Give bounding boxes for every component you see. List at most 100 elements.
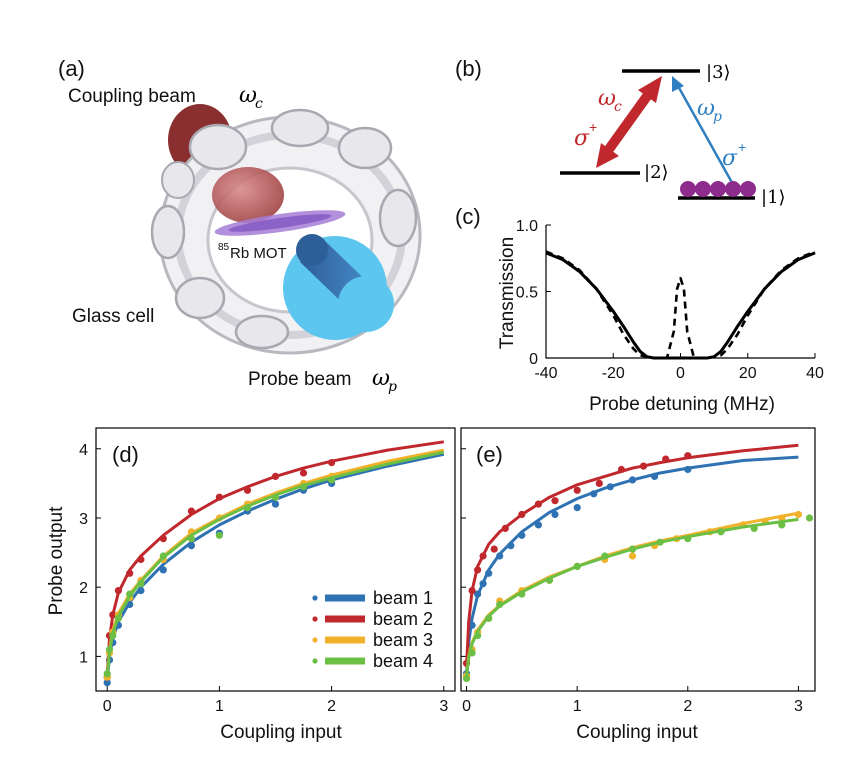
probe-omega: ω (372, 366, 390, 391)
plot-e: 0 1 2 3 (461, 443, 814, 715)
beam-2-point (159, 535, 167, 543)
beam-4-point (243, 504, 252, 512)
beam-4-point (778, 521, 786, 529)
legend-dot (312, 637, 318, 643)
beam-1-point (590, 490, 598, 498)
beam-1-point (518, 531, 526, 539)
beam-4-point (109, 632, 117, 640)
panel-c-xlabel: Probe detuning (MHz) (589, 394, 775, 415)
beam-1-point (534, 521, 543, 529)
beam-2-point (474, 566, 482, 574)
beam-1-point (485, 569, 493, 577)
beam-2-point (109, 611, 117, 619)
panel-c: (c) Transmission Probe detuning (MHz) -4… (455, 204, 824, 415)
beam-4-point (601, 552, 609, 560)
beam-4-point (656, 538, 664, 546)
beam-4-point (717, 528, 725, 536)
legend-label: beam 3 (373, 630, 433, 650)
beam-4-point (103, 670, 111, 678)
beam-1-point (187, 542, 195, 550)
x-tick-label: 1 (215, 698, 224, 715)
x-tick-label: 0 (676, 365, 685, 382)
omega-c-sub: c (614, 99, 622, 115)
beam-2-point (662, 455, 670, 463)
panel-d-xlabel: Coupling input (220, 722, 342, 743)
legend-label: beam 2 (373, 609, 433, 629)
beam-2-point (328, 459, 336, 467)
panel-d-frame (95, 427, 456, 692)
x-tick-label: 0 (103, 698, 112, 715)
beam-2-point (114, 587, 122, 595)
beam-2-point (551, 497, 559, 505)
beam-3-point (628, 552, 637, 560)
y-tick-label: 0 (529, 351, 538, 368)
beam-4-point (159, 552, 167, 560)
legend-dot (312, 658, 318, 664)
beam-1-point (606, 483, 614, 491)
probe-beam-label: Probe beam (248, 369, 352, 390)
beam-4-point (545, 576, 554, 584)
panel-e-label: (e) (476, 442, 503, 467)
panel-c-label: (c) (455, 204, 481, 229)
omega-c-label: ω (598, 86, 616, 111)
beam-4-point (684, 535, 692, 543)
beam-4-point (496, 600, 504, 609)
beam-2-point (573, 486, 581, 494)
beam-4-point (518, 590, 526, 598)
x-tick-label: 0 (462, 698, 471, 715)
beam-4-point (215, 531, 223, 539)
beam-4-point (187, 535, 195, 543)
beam-4-point (299, 483, 308, 491)
y-tick-label: 4 (79, 442, 88, 459)
beam-2-point (684, 452, 692, 460)
beam-1-point (507, 542, 515, 550)
glass-cell-label: Glass cell (72, 306, 154, 327)
plot-c: -40 -20 0 20 40 0 0.5 1.0 (516, 218, 824, 382)
mot-core (228, 214, 332, 232)
x-tick-label: 40 (806, 365, 824, 382)
beam-4-point (328, 476, 336, 484)
beam-2-point (215, 493, 223, 501)
beam-4-point (485, 614, 493, 622)
beam-2-point (501, 524, 509, 533)
mot-isotope: 85 (218, 242, 230, 253)
beam-2-point (126, 569, 134, 577)
probe-transition-arrow (672, 76, 737, 189)
y-tick-label: 0.5 (516, 285, 538, 302)
panel-b: (b) |3⟩ |2⟩ |1⟩ ω c σ + ω p (455, 56, 786, 208)
level-2-label: |2⟩ (644, 162, 669, 183)
beam-4-point (628, 545, 637, 553)
beam-3-point (778, 514, 786, 522)
beam-4-point (114, 614, 122, 622)
beam-2-point (479, 552, 487, 560)
panel-e-xlabel: Coupling input (576, 722, 698, 743)
x-tick-label: -40 (534, 365, 557, 382)
beam-2-point (137, 555, 145, 564)
beam-1-point (651, 472, 659, 480)
legend-dot (312, 595, 318, 601)
x-tick-label: 2 (327, 698, 336, 715)
beam-4-point (462, 674, 471, 683)
y-tick-label: 1.0 (516, 218, 538, 235)
panel-e-frame (460, 427, 816, 692)
x-tick-label: 2 (683, 698, 692, 715)
beam-2-point (299, 469, 308, 477)
coupling-transition-arrow (596, 76, 662, 168)
panel-a: (a) Coup (58, 56, 422, 395)
beam-1-point (496, 552, 504, 560)
panel-d-ylabel: Probe output (46, 506, 67, 616)
beam-4-point (137, 580, 145, 588)
series-solid-line (545, 251, 816, 360)
beam-4-point (573, 562, 581, 571)
beam-1-point (551, 510, 559, 519)
beam-2-point (639, 462, 648, 470)
beam-2-point (490, 545, 498, 553)
panel-d: (d) Probe output Coupling input 0 1 2 3 1 2 3 4… (46, 427, 456, 743)
panel-b-label: (b) (455, 56, 482, 81)
sigma-c-label: σ (574, 126, 590, 151)
beam-1-point (137, 587, 145, 595)
beam-2-point (595, 479, 603, 487)
beam-1-point (103, 679, 111, 687)
